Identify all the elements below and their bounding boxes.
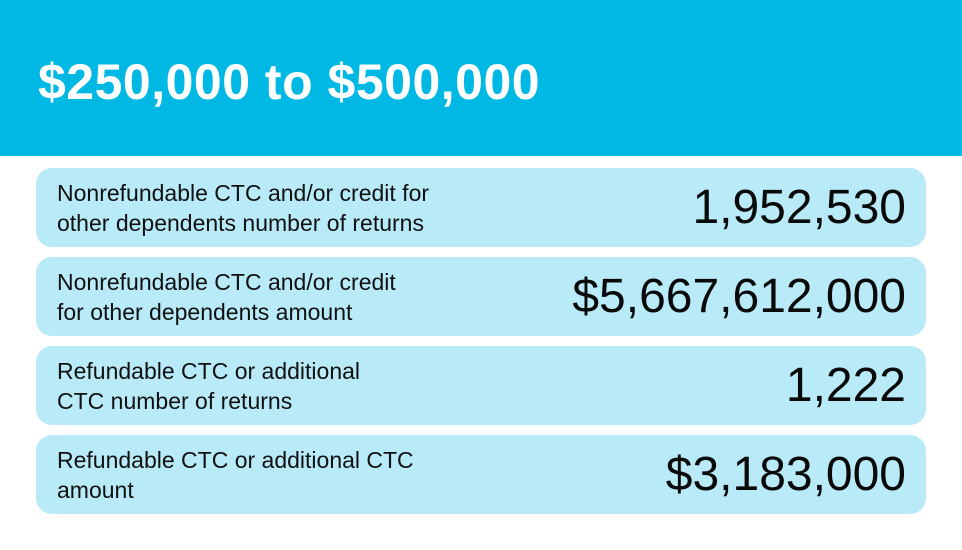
stat-value: 1,222 (785, 358, 906, 412)
page-title: $250,000 to $500,000 (38, 54, 541, 110)
header-banner: $250,000 to $500,000 (0, 0, 962, 156)
stat-row-nonrefundable-returns: Nonrefundable CTC and/or credit for othe… (36, 168, 926, 247)
stat-row-refundable-returns: Refundable CTC or additional CTC number … (36, 346, 926, 425)
stat-label: Refundable CTC or additional CTC number … (57, 357, 361, 414)
stat-label: Refundable CTC or additional CTC amount (57, 446, 414, 503)
stat-value: $3,183,000 (665, 447, 906, 501)
stat-row-refundable-amount: Refundable CTC or additional CTC amount … (36, 435, 926, 514)
stat-row-nonrefundable-amount: Nonrefundable CTC and/or credit for othe… (36, 257, 926, 336)
stat-label: Nonrefundable CTC and/or credit for othe… (57, 268, 396, 325)
stat-label: Nonrefundable CTC and/or credit for othe… (57, 179, 430, 236)
stat-value: $5,667,612,000 (572, 269, 906, 323)
stats-list: Nonrefundable CTC and/or credit for othe… (36, 168, 926, 524)
stat-value: 1,952,530 (692, 180, 906, 234)
